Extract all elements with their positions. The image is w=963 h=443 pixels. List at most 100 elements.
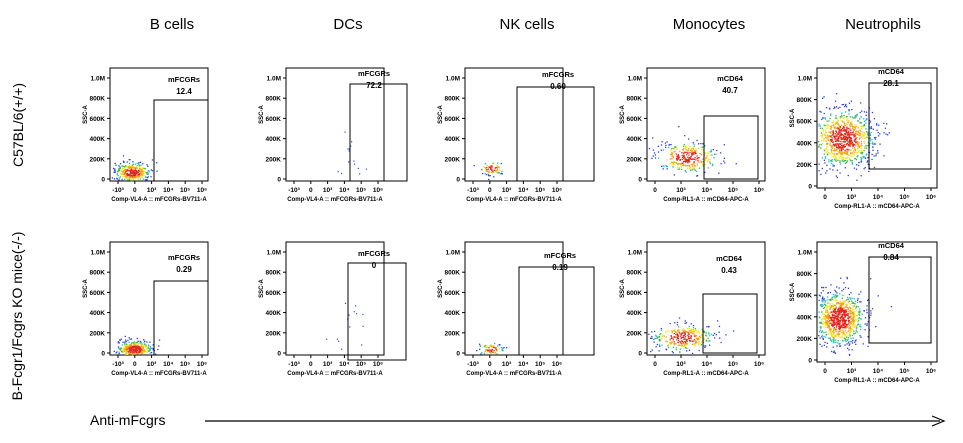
event-dot: [473, 165, 475, 167]
event-dot: [842, 133, 844, 136]
event-dot: [839, 147, 841, 149]
event-dot: [674, 161, 676, 163]
event-dot: [823, 332, 825, 334]
event-dot: [826, 143, 828, 145]
event-dot: [837, 333, 839, 335]
event-dot: [692, 147, 694, 149]
event-dot: [862, 343, 864, 345]
event-dot: [691, 329, 693, 331]
event-dot: [150, 169, 152, 171]
event-dot: [852, 147, 854, 149]
event-dot: [854, 326, 856, 328]
event-dot: [846, 126, 848, 128]
event-dot: [853, 134, 855, 137]
event-dot: [684, 338, 686, 340]
event-dot: [684, 170, 686, 172]
event-dot: [705, 157, 707, 159]
event-dot: [842, 329, 844, 331]
event-dot: [678, 332, 681, 334]
event-dot: [130, 342, 132, 345]
event-dot: [141, 174, 143, 176]
y-tick-label: 1.0M: [798, 76, 812, 83]
event-dot: [870, 310, 872, 312]
event-dot: [682, 163, 685, 166]
event-dot: [654, 154, 657, 156]
event-dot: [865, 114, 867, 116]
event-dot: [144, 343, 146, 345]
event-dot: [845, 324, 847, 326]
event-dot: [128, 165, 130, 167]
event-dot: [141, 348, 143, 350]
event-dot: [842, 303, 844, 305]
event-dot: [831, 298, 834, 300]
event-dot: [137, 179, 139, 181]
event-dot: [845, 144, 847, 146]
event-dot: [140, 352, 143, 355]
event-dot: [856, 314, 858, 316]
event-dot: [846, 335, 848, 337]
event-dot: [133, 353, 136, 355]
event-dot: [838, 333, 840, 336]
event-dot: [674, 322, 676, 324]
event-dot: [839, 172, 841, 174]
event-dot: [844, 322, 847, 324]
event-dot: [687, 334, 689, 337]
event-dot: [685, 161, 687, 163]
event-dot: [837, 310, 839, 312]
event-dot: [835, 312, 837, 314]
event-dot: [836, 322, 838, 324]
event-dot: [830, 284, 832, 286]
event-dot: [341, 348, 343, 350]
event-dot: [139, 340, 141, 343]
event-dot: [677, 156, 679, 158]
event-dot: [679, 351, 681, 353]
event-dot: [669, 163, 671, 165]
y-tick-label: 200K: [265, 156, 281, 163]
event-dot: [849, 128, 851, 130]
event-dot: [487, 172, 489, 174]
event-dot: [671, 155, 673, 157]
event-dot: [835, 160, 837, 162]
event-dot: [687, 162, 689, 164]
event-dot: [484, 349, 487, 351]
event-dot: [694, 151, 696, 153]
event-dot: [846, 157, 848, 159]
event-dot: [694, 340, 696, 342]
event-dot: [821, 322, 823, 324]
event-dot: [883, 132, 885, 134]
event-dot: [845, 336, 847, 338]
event-dot: [847, 134, 849, 136]
event-dot: [846, 131, 849, 133]
event-dot: [708, 340, 710, 342]
event-dot: [834, 123, 837, 125]
event-dot: [859, 325, 861, 328]
event-dot: [838, 145, 840, 148]
event-dot: [871, 153, 873, 156]
event-dot: [670, 330, 672, 332]
event-dot: [831, 122, 833, 124]
event-dot: [851, 131, 853, 134]
event-dot: [696, 163, 698, 165]
event-dot: [841, 127, 844, 130]
event-dot: [490, 346, 493, 348]
event-dot: [838, 136, 840, 138]
event-dot: [127, 345, 130, 348]
event-dot: [123, 167, 125, 170]
event-dot: [833, 311, 836, 313]
event-dot: [838, 319, 840, 322]
event-dot: [134, 352, 136, 355]
event-dot: [856, 315, 858, 317]
event-dot: [134, 171, 136, 173]
event-dot: [838, 322, 840, 324]
event-dot: [681, 340, 684, 342]
event-dot: [854, 317, 856, 319]
event-dot: [689, 146, 691, 148]
event-dot: [146, 350, 148, 352]
event-dot: [839, 150, 841, 152]
event-dot: [151, 159, 154, 161]
event-dot: [849, 312, 851, 314]
event-dot: [680, 334, 683, 336]
event-dot: [834, 316, 836, 318]
event-dot: [666, 165, 669, 168]
event-dot: [859, 152, 861, 154]
